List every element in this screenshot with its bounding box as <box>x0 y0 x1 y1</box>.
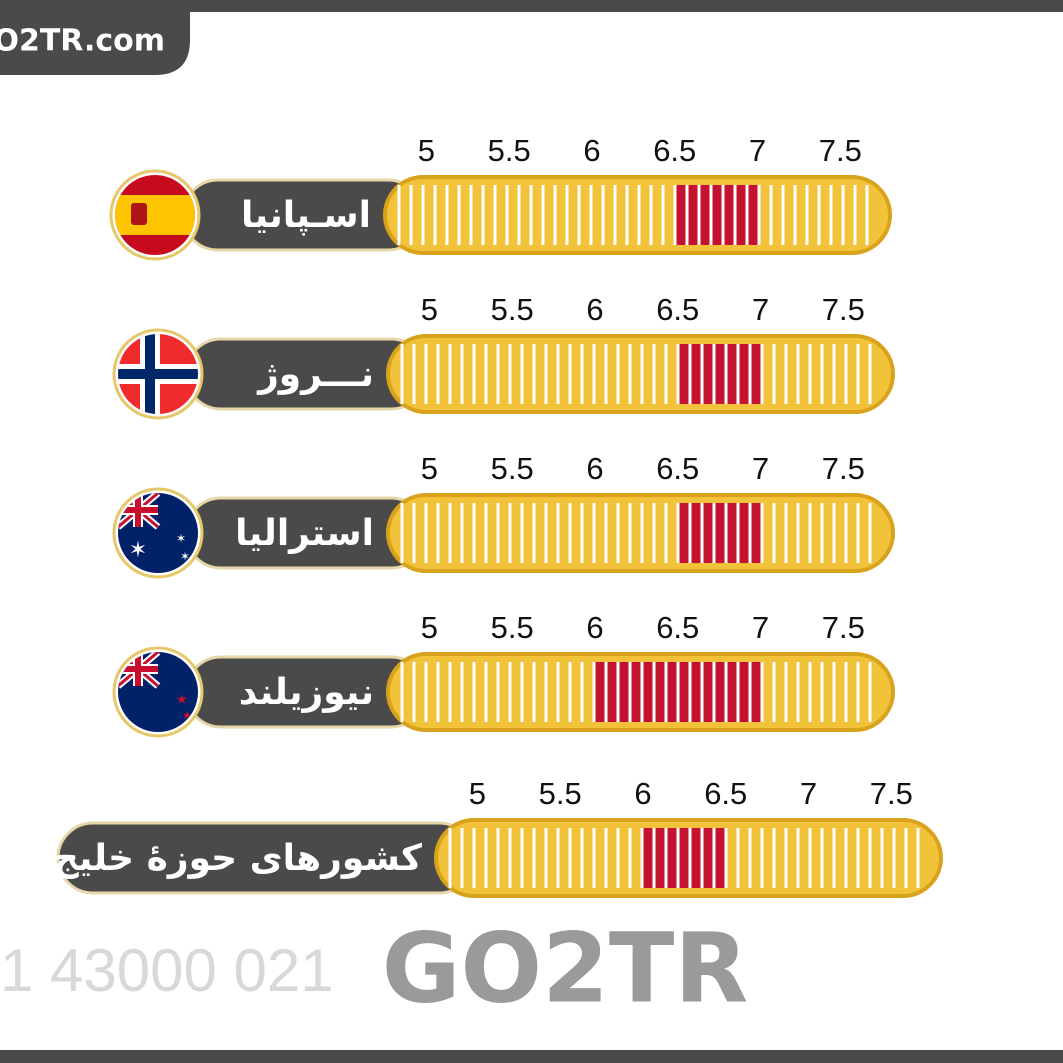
range-band <box>677 344 761 404</box>
country-label: نـــروژ <box>256 354 374 395</box>
tick-label: 6 <box>586 451 603 486</box>
tick-label: 6 <box>586 610 603 645</box>
tick-label: 7 <box>752 610 769 645</box>
tick-label: 5 <box>421 451 438 486</box>
flag <box>115 175 195 255</box>
row: استرالیا 5 5.5 6 6.5 7 7.5 <box>112 451 895 579</box>
country-label: اسـپانیا <box>241 195 371 236</box>
tick-label: 6 <box>634 776 651 811</box>
tick-label: 5 <box>418 133 435 168</box>
tick-label: 6 <box>586 292 603 327</box>
range-band <box>677 503 761 563</box>
tick-label: 5 <box>421 610 438 645</box>
tick-label: 7.5 <box>822 292 865 327</box>
tick-label: 5.5 <box>491 292 534 327</box>
logo: GO2TR <box>382 912 749 1024</box>
tick-label: 5.5 <box>539 776 582 811</box>
tick-label: 6.5 <box>656 451 699 486</box>
country-label: کشورهای حوزۀ خلیج <box>53 838 422 879</box>
tick-label: 5.5 <box>491 451 534 486</box>
country-label: نیوزیلند <box>239 672 374 713</box>
tick-label: 6.5 <box>704 776 747 811</box>
row: نیوزیلند 5 5.5 6 6.5 7 7.5 <box>112 610 895 738</box>
top-border <box>0 0 1063 12</box>
tick-label: 5 <box>469 776 486 811</box>
tick-label: 5 <box>421 292 438 327</box>
site-url: GO2TR.com <box>0 24 165 59</box>
row: اسـپانیا 5 5.5 6 6.5 7 7.5 <box>109 133 892 261</box>
bottom-border <box>0 1050 1063 1063</box>
site-tab <box>0 0 190 75</box>
range-band <box>674 185 758 245</box>
row: نـــروژ 5 5.5 6 6.5 7 7.5 <box>112 292 895 420</box>
tick-label: 6.5 <box>656 610 699 645</box>
tick-label: 7.5 <box>870 776 913 811</box>
tick-label: 7 <box>800 776 817 811</box>
tick-label: 7 <box>752 451 769 486</box>
range-band <box>642 828 726 888</box>
tick-label: 7 <box>749 133 766 168</box>
country-label: استرالیا <box>235 513 374 554</box>
tick-label: 5.5 <box>491 610 534 645</box>
tick-label: 6 <box>583 133 600 168</box>
tick-label: 6.5 <box>653 133 696 168</box>
tick-label: 7 <box>752 292 769 327</box>
flag <box>118 334 198 414</box>
tick-label: 5.5 <box>488 133 531 168</box>
tick-label: 7.5 <box>822 451 865 486</box>
flag <box>118 493 198 573</box>
tick-label: 6.5 <box>656 292 699 327</box>
tick-label: 7.5 <box>822 610 865 645</box>
row: کشورهای حوزۀ خلیج 5 5.5 6 6.5 7 7.5 <box>53 776 943 898</box>
flag <box>118 652 198 732</box>
phone: 1 43000 021 <box>0 937 334 1004</box>
tick-label: 7.5 <box>819 133 862 168</box>
